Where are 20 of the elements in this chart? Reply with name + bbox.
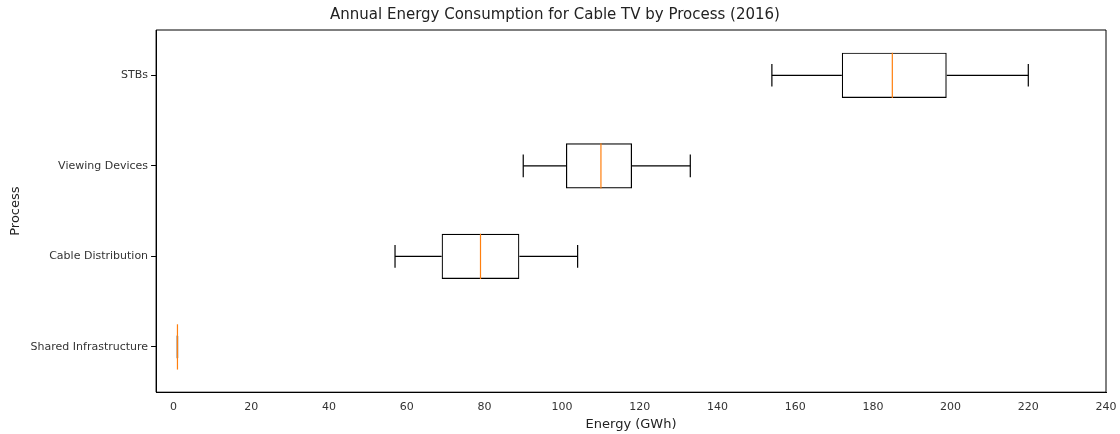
x-tick-label: 240 [1095, 399, 1117, 413]
x-tick-label: 0 [170, 399, 178, 413]
x-axis-title: Energy (GWh) [585, 415, 677, 431]
x-tick-label: 140 [706, 399, 728, 413]
x-tick-label: 180 [862, 399, 884, 413]
x-tick-label: 160 [784, 399, 806, 413]
y-tick-label: Shared Infrastructure [30, 339, 149, 353]
chart-title: Annual Energy Consumption for Cable TV by Process (2016) [330, 4, 780, 23]
y-tick-label: Cable Distribution [49, 249, 149, 263]
x-tick-label: 40 [321, 399, 336, 413]
y-tick-label: Viewing Devices [58, 158, 149, 172]
x-tick-label: 120 [629, 399, 651, 413]
x-tick-label: 220 [1017, 399, 1039, 413]
x-tick-label: 20 [244, 399, 259, 413]
x-tick-label: 100 [551, 399, 573, 413]
x-tick-label: 200 [940, 399, 962, 413]
x-tick-label: 80 [477, 399, 492, 413]
y-tick-label: STBs [121, 68, 149, 82]
y-axis-title: Process [7, 186, 23, 236]
x-tick-label: 60 [399, 399, 414, 413]
